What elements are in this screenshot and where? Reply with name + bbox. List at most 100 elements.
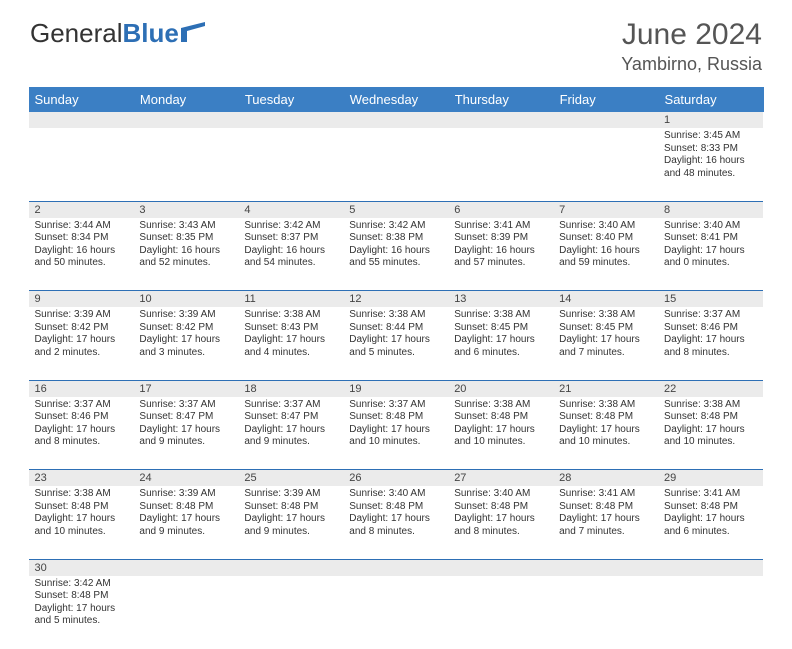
day-number	[553, 112, 658, 128]
daylight-line: Daylight: 17 hours and 9 minutes.	[244, 424, 337, 449]
cell-content: Sunrise: 3:39 AMSunset: 8:48 PMDaylight:…	[133, 486, 238, 542]
calendar-cell: Sunrise: 3:41 AMSunset: 8:39 PMDaylight:…	[448, 218, 553, 291]
sunrise-line: Sunrise: 3:37 AM	[35, 399, 128, 412]
daylight-line: Daylight: 17 hours and 8 minutes.	[349, 513, 442, 538]
calendar-cell	[553, 576, 658, 649]
calendar-cell: Sunrise: 3:38 AMSunset: 8:43 PMDaylight:…	[238, 307, 343, 380]
sunset-line: Sunset: 8:34 PM	[35, 232, 128, 245]
weekday-sunday: Sunday	[29, 87, 134, 112]
calendar-cell: Sunrise: 3:43 AMSunset: 8:35 PMDaylight:…	[133, 218, 238, 291]
calendar-head: SundayMondayTuesdayWednesdayThursdayFrid…	[29, 87, 764, 112]
calendar-cell: Sunrise: 3:37 AMSunset: 8:47 PMDaylight:…	[238, 397, 343, 470]
sunrise-line: Sunrise: 3:37 AM	[349, 399, 442, 412]
cell-content: Sunrise: 3:40 AMSunset: 8:40 PMDaylight:…	[553, 218, 658, 274]
brand-part2: Blue	[123, 18, 179, 49]
daylight-line: Daylight: 17 hours and 6 minutes.	[664, 513, 757, 538]
sunset-line: Sunset: 8:38 PM	[349, 232, 442, 245]
sunrise-line: Sunrise: 3:42 AM	[349, 220, 442, 233]
calendar-row: Sunrise: 3:38 AMSunset: 8:48 PMDaylight:…	[29, 486, 764, 559]
sunset-line: Sunset: 8:47 PM	[244, 411, 337, 424]
sunset-line: Sunset: 8:44 PM	[349, 322, 442, 335]
calendar-cell: Sunrise: 3:38 AMSunset: 8:48 PMDaylight:…	[448, 397, 553, 470]
sunset-line: Sunset: 8:48 PM	[244, 501, 337, 514]
month-title: June 2024	[621, 18, 762, 52]
daynum-row: 23242526272829	[29, 470, 764, 487]
cell-content: Sunrise: 3:39 AMSunset: 8:48 PMDaylight:…	[238, 486, 343, 542]
sunrise-line: Sunrise: 3:44 AM	[35, 220, 128, 233]
calendar-cell	[448, 128, 553, 201]
weekday-saturday: Saturday	[658, 87, 763, 112]
day-number: 18	[238, 380, 343, 397]
calendar-cell: Sunrise: 3:45 AMSunset: 8:33 PMDaylight:…	[658, 128, 763, 201]
calendar-cell: Sunrise: 3:38 AMSunset: 8:45 PMDaylight:…	[448, 307, 553, 380]
daylight-line: Daylight: 16 hours and 59 minutes.	[559, 245, 652, 270]
day-number	[133, 112, 238, 128]
cell-content: Sunrise: 3:38 AMSunset: 8:45 PMDaylight:…	[553, 307, 658, 363]
calendar-cell	[238, 576, 343, 649]
day-number	[343, 112, 448, 128]
sunset-line: Sunset: 8:48 PM	[664, 411, 757, 424]
daylight-line: Daylight: 17 hours and 9 minutes.	[139, 513, 232, 538]
sunset-line: Sunset: 8:46 PM	[35, 411, 128, 424]
calendar-cell: Sunrise: 3:37 AMSunset: 8:46 PMDaylight:…	[658, 307, 763, 380]
day-number: 27	[448, 470, 553, 487]
sunrise-line: Sunrise: 3:38 AM	[559, 309, 652, 322]
day-number	[448, 559, 553, 576]
cell-content: Sunrise: 3:43 AMSunset: 8:35 PMDaylight:…	[133, 218, 238, 274]
sunset-line: Sunset: 8:33 PM	[664, 143, 757, 156]
brand-logo: GeneralBlue	[30, 18, 207, 49]
cell-content: Sunrise: 3:38 AMSunset: 8:48 PMDaylight:…	[553, 397, 658, 453]
calendar-cell: Sunrise: 3:38 AMSunset: 8:44 PMDaylight:…	[343, 307, 448, 380]
weekday-tuesday: Tuesday	[238, 87, 343, 112]
day-number: 17	[133, 380, 238, 397]
sunrise-line: Sunrise: 3:38 AM	[454, 309, 547, 322]
sunrise-line: Sunrise: 3:38 AM	[349, 309, 442, 322]
calendar-cell: Sunrise: 3:37 AMSunset: 8:47 PMDaylight:…	[133, 397, 238, 470]
calendar-cell: Sunrise: 3:38 AMSunset: 8:48 PMDaylight:…	[658, 397, 763, 470]
sunrise-line: Sunrise: 3:38 AM	[664, 399, 757, 412]
calendar-row: Sunrise: 3:39 AMSunset: 8:42 PMDaylight:…	[29, 307, 764, 380]
title-block: June 2024 Yambirno, Russia	[621, 18, 762, 75]
cell-content: Sunrise: 3:39 AMSunset: 8:42 PMDaylight:…	[133, 307, 238, 363]
sunrise-line: Sunrise: 3:42 AM	[244, 220, 337, 233]
daylight-line: Daylight: 17 hours and 4 minutes.	[244, 334, 337, 359]
cell-content: Sunrise: 3:37 AMSunset: 8:48 PMDaylight:…	[343, 397, 448, 453]
calendar-cell: Sunrise: 3:39 AMSunset: 8:48 PMDaylight:…	[133, 486, 238, 559]
daylight-line: Daylight: 16 hours and 52 minutes.	[139, 245, 232, 270]
daylight-line: Daylight: 17 hours and 6 minutes.	[454, 334, 547, 359]
calendar-cell: Sunrise: 3:40 AMSunset: 8:41 PMDaylight:…	[658, 218, 763, 291]
day-number: 25	[238, 470, 343, 487]
calendar-cell: Sunrise: 3:38 AMSunset: 8:48 PMDaylight:…	[553, 397, 658, 470]
sunrise-line: Sunrise: 3:39 AM	[244, 488, 337, 501]
day-number: 29	[658, 470, 763, 487]
sunset-line: Sunset: 8:35 PM	[139, 232, 232, 245]
calendar-cell	[553, 128, 658, 201]
cell-content: Sunrise: 3:42 AMSunset: 8:38 PMDaylight:…	[343, 218, 448, 274]
weekday-thursday: Thursday	[448, 87, 553, 112]
sunrise-line: Sunrise: 3:39 AM	[139, 309, 232, 322]
sunset-line: Sunset: 8:48 PM	[139, 501, 232, 514]
sunset-line: Sunset: 8:48 PM	[349, 501, 442, 514]
day-number: 28	[553, 470, 658, 487]
day-number	[238, 559, 343, 576]
weekday-wednesday: Wednesday	[343, 87, 448, 112]
sunset-line: Sunset: 8:45 PM	[559, 322, 652, 335]
sunrise-line: Sunrise: 3:37 AM	[139, 399, 232, 412]
cell-content: Sunrise: 3:37 AMSunset: 8:46 PMDaylight:…	[29, 397, 134, 453]
daynum-row: 30	[29, 559, 764, 576]
weekday-friday: Friday	[553, 87, 658, 112]
day-number	[29, 112, 134, 128]
location: Yambirno, Russia	[621, 54, 762, 75]
day-number: 11	[238, 291, 343, 308]
sunset-line: Sunset: 8:48 PM	[454, 411, 547, 424]
sunset-line: Sunset: 8:48 PM	[35, 590, 128, 603]
day-number: 2	[29, 201, 134, 218]
cell-content: Sunrise: 3:37 AMSunset: 8:46 PMDaylight:…	[658, 307, 763, 363]
cell-content: Sunrise: 3:37 AMSunset: 8:47 PMDaylight:…	[238, 397, 343, 453]
sunset-line: Sunset: 8:46 PM	[664, 322, 757, 335]
cell-content: Sunrise: 3:38 AMSunset: 8:48 PMDaylight:…	[658, 397, 763, 453]
cell-content: Sunrise: 3:38 AMSunset: 8:48 PMDaylight:…	[29, 486, 134, 542]
calendar-row: Sunrise: 3:44 AMSunset: 8:34 PM Daylight:…	[29, 218, 764, 291]
sunset-line: Sunset: 8:48 PM	[559, 501, 652, 514]
sunset-line: Sunset: 8:39 PM	[454, 232, 547, 245]
